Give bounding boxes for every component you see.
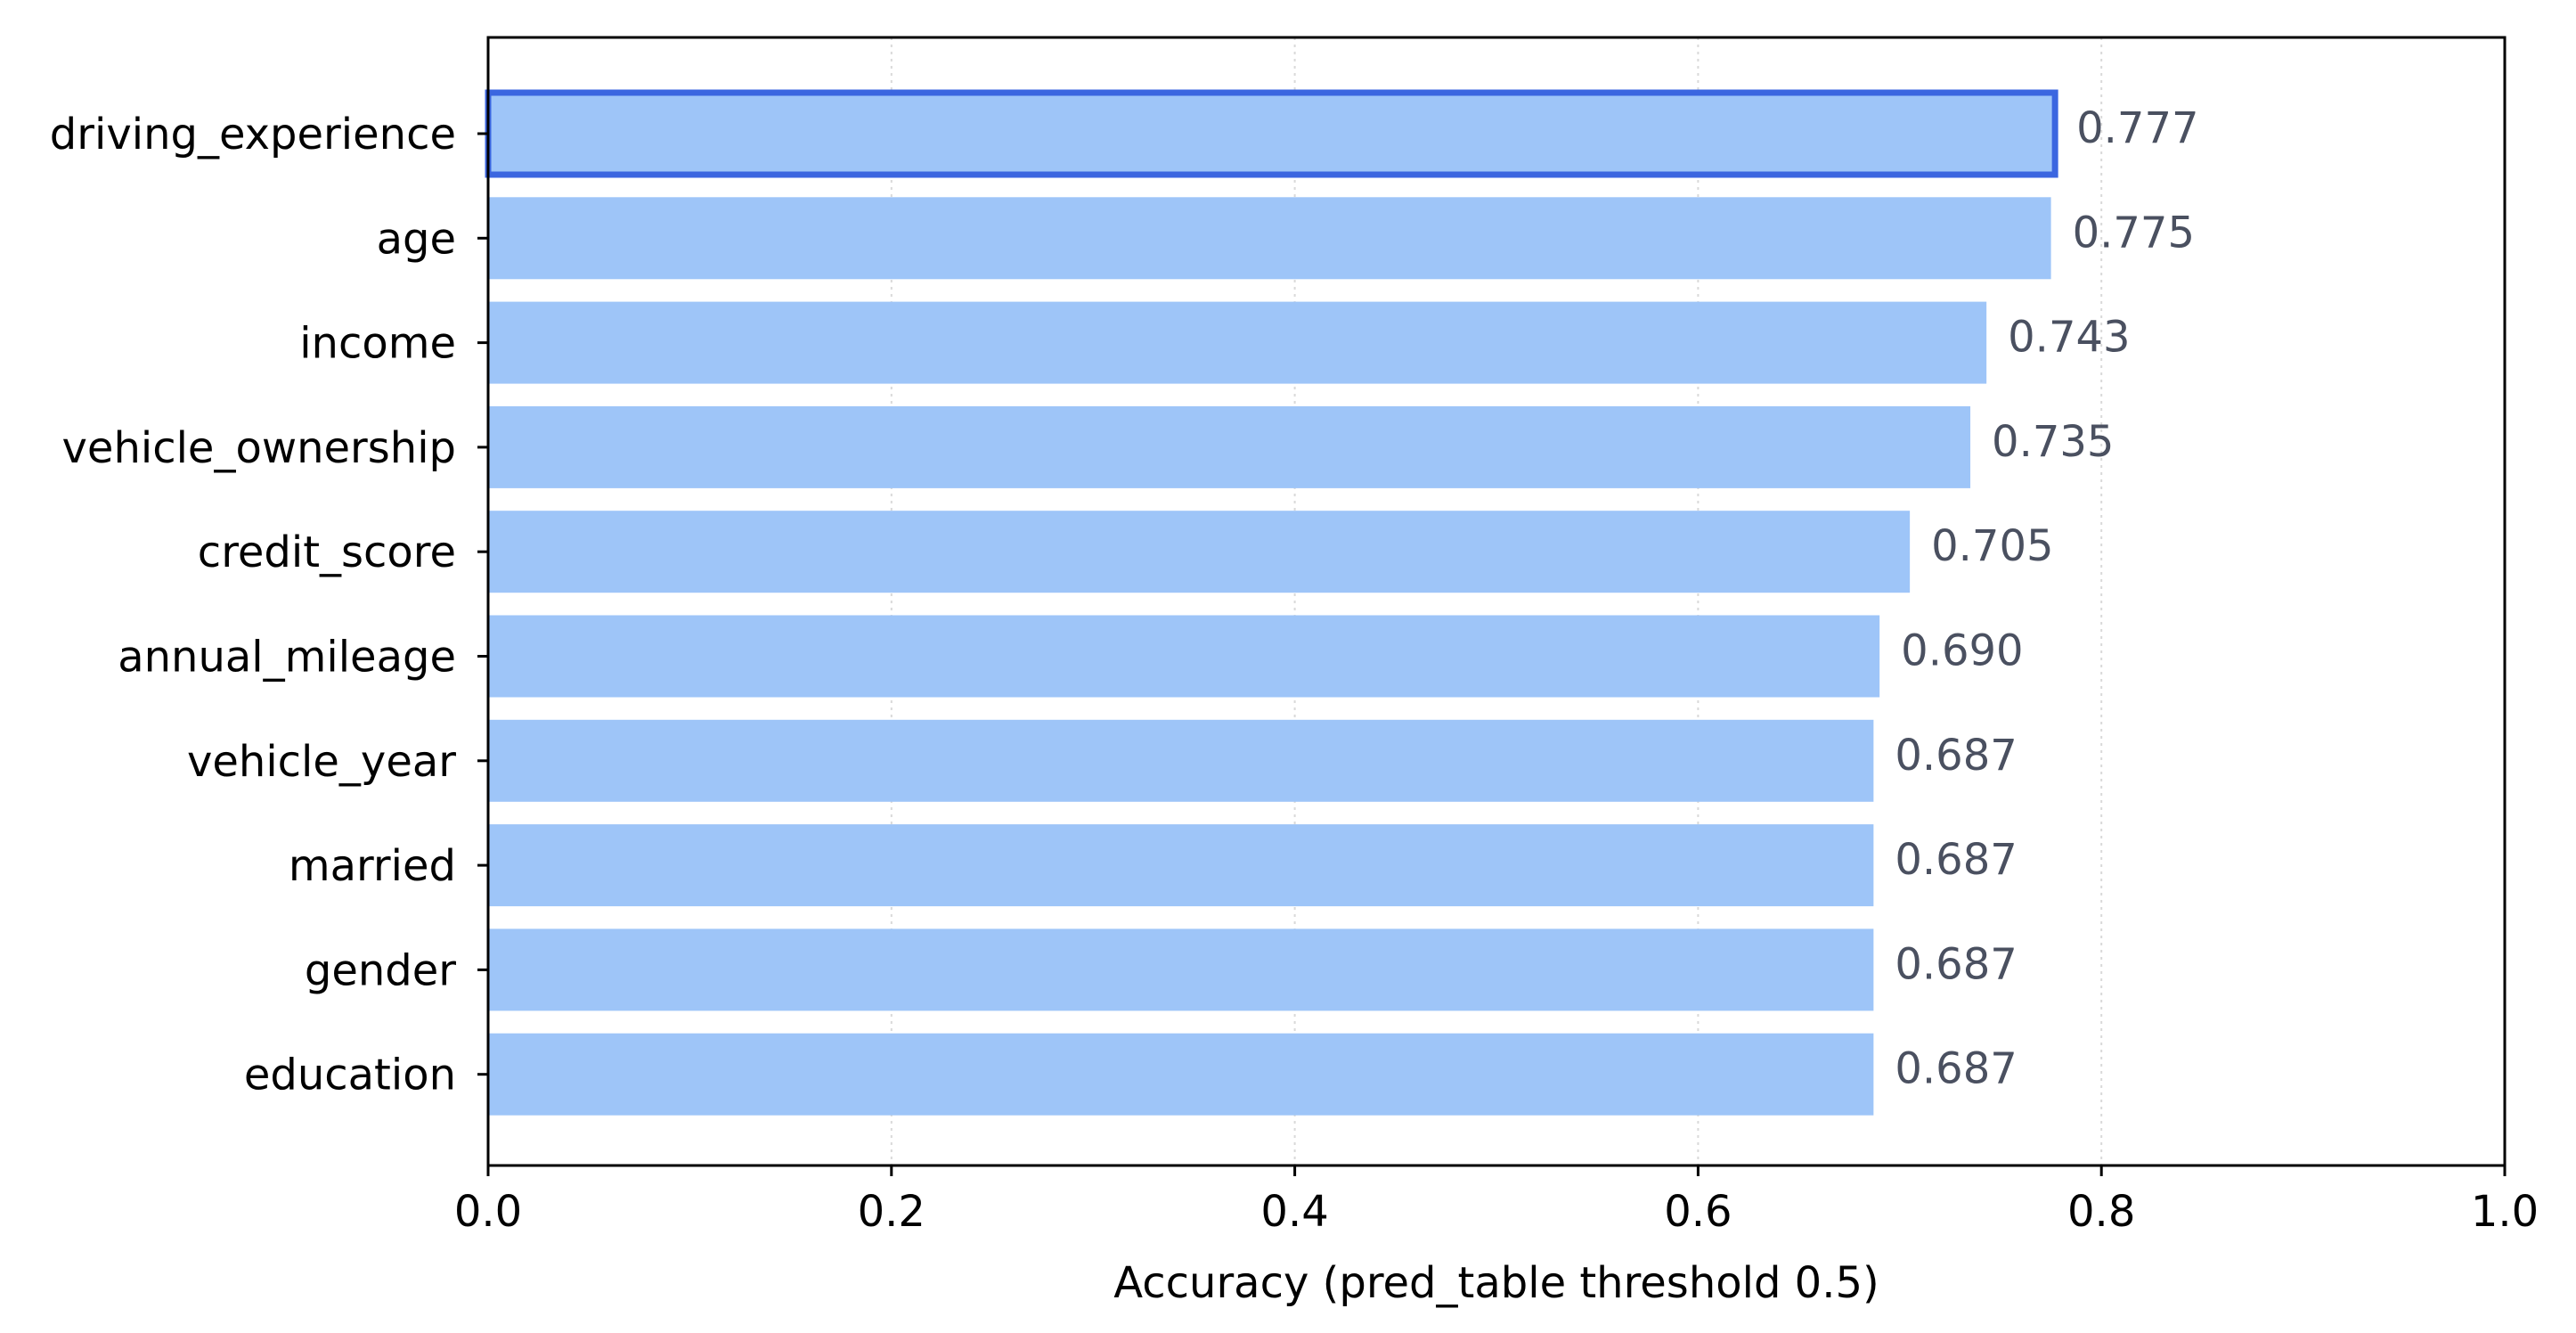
y-tick-label: driving_experience [50,110,456,159]
bars [485,89,2058,1116]
bar [488,719,1874,802]
bar [488,615,1880,698]
bar-value-label: 0.705 [1931,521,2053,571]
x-tick-label: 0.8 [2067,1187,2135,1237]
bar-value-label: 0.777 [2076,103,2198,153]
bar [488,301,1987,384]
y-tick-label: education [244,1051,456,1100]
plot-frame [486,36,2507,1167]
bar-value-label: 0.775 [2073,208,2195,258]
bar-value-label: 0.687 [1895,939,2017,989]
bar [488,1033,1874,1116]
y-tick-label: age [377,214,456,264]
x-tick-label: 0.2 [858,1187,925,1237]
x-tick-label: 0.4 [1260,1187,1328,1237]
y-tick-label: vehicle_ownership [62,423,457,473]
bar-value-label: 0.687 [1895,731,2017,781]
x-axis-ticks: 0.0 0.2 0.4 0.6 0.8 1.0 [454,1165,2539,1237]
y-tick-label: vehicle_year [187,737,456,787]
bar [488,824,1874,907]
y-tick-label: income [299,319,456,369]
highlighted-bar [485,89,2058,178]
y-tick-label: married [289,841,456,891]
bar-value-label: 0.687 [1895,1044,2017,1094]
y-tick-label: annual_mileage [118,633,456,683]
value-labels: 0.777 0.775 0.743 0.735 0.705 0.690 0.687 0.687… [1895,103,2198,1094]
x-tick-label: 0.0 [454,1187,522,1237]
bar [488,405,1971,488]
bar-value-label: 0.743 [2008,313,2130,363]
bar [488,928,1874,1011]
bar-value-label: 0.687 [1895,835,2017,885]
bar-value-label: 0.735 [1992,417,2114,467]
y-tick-label: credit_score [198,527,456,577]
bar [488,197,2051,280]
bar [488,511,1911,593]
bar-value-label: 0.690 [1901,626,2023,676]
x-tick-label: 0.6 [1664,1187,1732,1237]
x-tick-label: 1.0 [2471,1187,2539,1237]
y-tick-label: gender [305,945,456,995]
x-axis-title: Accuracy (pred_table threshold 0.5) [1113,1258,1879,1308]
